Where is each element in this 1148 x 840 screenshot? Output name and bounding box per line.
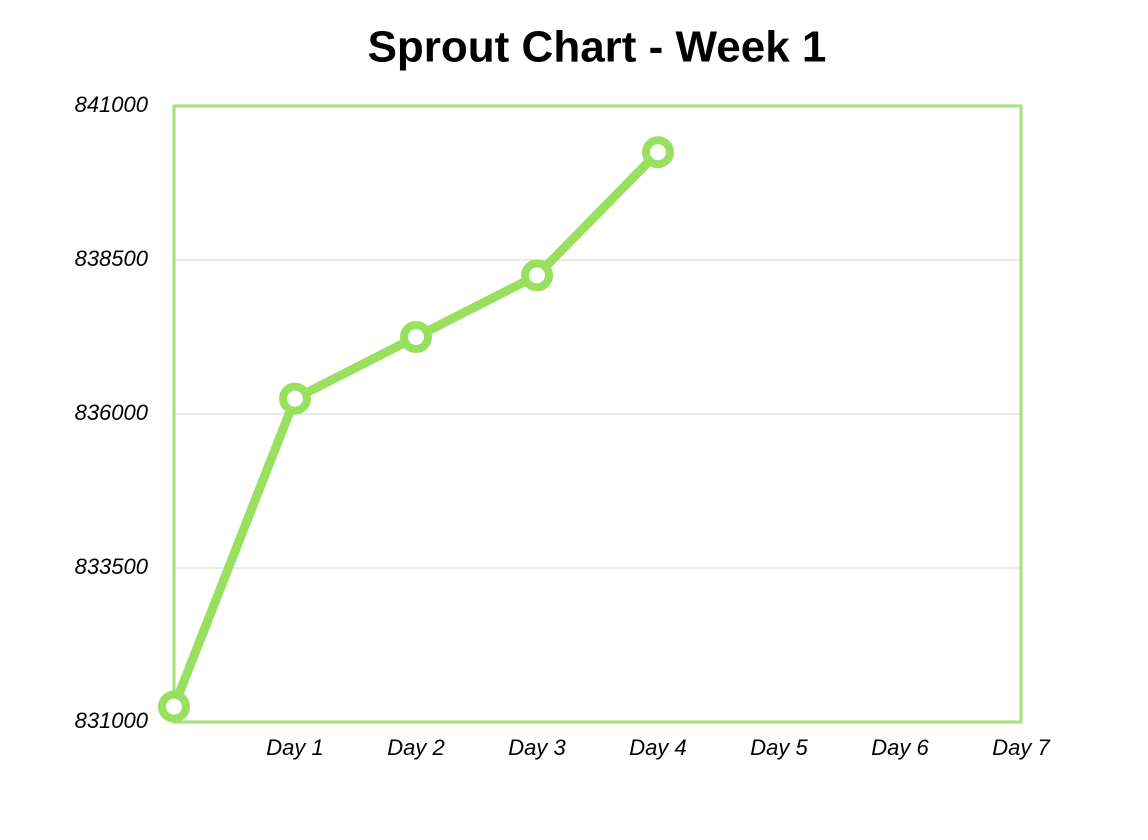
y-tick-label: 838500 xyxy=(75,246,149,271)
data-point xyxy=(279,382,311,415)
y-tick-label: 831000 xyxy=(75,708,149,733)
x-tick-label: Day 6 xyxy=(871,735,929,760)
x-tick-label: Day 7 xyxy=(992,735,1050,760)
x-tick-label: Day 1 xyxy=(266,735,323,760)
x-tick-label: Day 5 xyxy=(750,735,808,760)
x-tick-label: Day 3 xyxy=(508,735,566,760)
data-point xyxy=(400,321,432,353)
y-tick-label: 841000 xyxy=(75,92,149,117)
series-line xyxy=(169,149,662,709)
data-point xyxy=(158,690,190,723)
x-tick-label: Day 2 xyxy=(387,735,444,760)
x-tick-label: Day 4 xyxy=(629,735,686,760)
data-point xyxy=(642,136,674,169)
plot-frame xyxy=(172,104,1023,724)
chart-title: Sprout Chart - Week 1 xyxy=(368,23,827,72)
y-tick-label: 836000 xyxy=(75,400,149,425)
y-tick-label: 833500 xyxy=(75,554,149,579)
data-point xyxy=(521,259,553,292)
